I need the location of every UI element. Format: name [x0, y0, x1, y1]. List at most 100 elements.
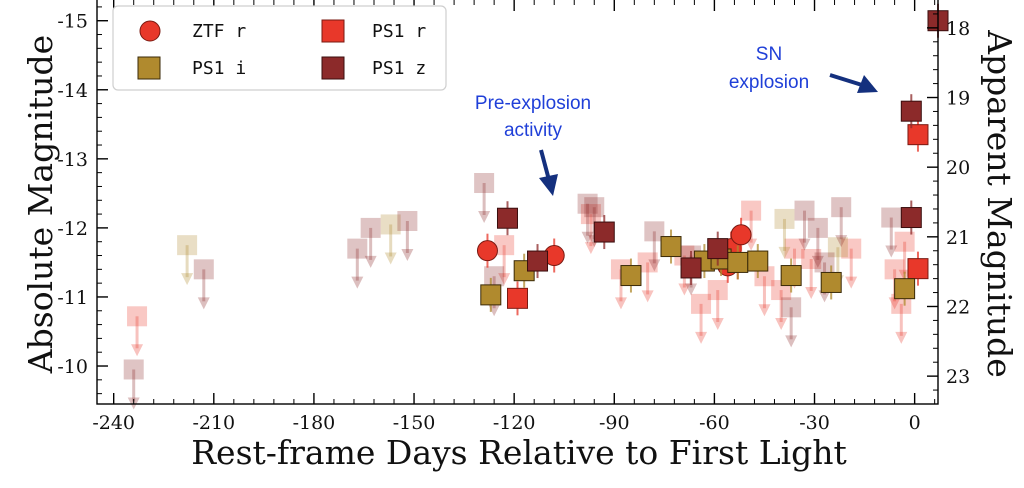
ps1-i-limit-arrowhead: [384, 252, 397, 265]
ps1-z-upper-limit: [123, 359, 144, 380]
ps1-z-upper-limit: [831, 197, 852, 218]
ps1-r-point: [507, 287, 528, 309]
annotation-pre-explosion-arrowhead: [539, 174, 558, 196]
ps1-i-upper-limit: [774, 208, 795, 229]
ps1-i-point: [727, 251, 749, 273]
ps1-z-limit-arrowhead: [351, 276, 364, 289]
x-tick-label: -60: [699, 412, 730, 434]
ps1-i-upper-limit: [380, 214, 401, 235]
ps1-z-limit-arrowhead: [785, 335, 798, 348]
ps1-r-upper-limit: [801, 248, 822, 269]
ps1-z-upper-limit: [881, 207, 902, 228]
ps1-z-limit-arrowhead: [364, 255, 377, 268]
ps1-r-upper-limit: [894, 231, 915, 252]
x-tick-label: -180: [293, 412, 336, 434]
x-tick-label: -90: [599, 412, 630, 434]
y-right-tick-label: 21: [946, 227, 970, 249]
ps1-z-point: [593, 221, 615, 243]
y-right-tick-label: 18: [946, 18, 970, 40]
ps1-i-point: [480, 284, 502, 306]
ps1-r-limit-arrowhead: [895, 331, 908, 344]
ps1-i-point: [660, 236, 682, 258]
y-left-tick-label: -13: [57, 149, 88, 171]
annotation-sn-line1: SN: [756, 44, 782, 65]
ps1-i-limit-arrowhead: [181, 273, 194, 286]
ps1-i-point: [894, 278, 916, 300]
ps1-r-point: [907, 124, 929, 146]
ps1-z-upper-limit: [644, 221, 665, 242]
plot-frame: [96, 0, 939, 405]
annotation-pre-explosion-arrow-shaft: [539, 149, 551, 181]
ps1-r-upper-limit: [884, 259, 905, 280]
legend-box: [112, 5, 447, 91]
ps1-i-point: [820, 271, 842, 293]
y-left-tick-label: -15: [57, 11, 88, 33]
ps1-r-limit-arrowhead: [758, 304, 771, 317]
ps1-z-upper-limit: [193, 259, 214, 280]
ps1-z-limit-arrowhead: [581, 231, 594, 244]
ztf-r-point: [730, 224, 752, 246]
y-right-tick-label: 23: [946, 366, 970, 388]
legend-label-ztf-r: ZTF r: [192, 21, 246, 42]
ps1-r-upper-limit: [580, 204, 601, 225]
axes: -240 -210 -180 -150 -120 -90 -60 -30 0 -10 -11 -12 -…: [57, 0, 970, 434]
x-tick-label: 0: [909, 412, 921, 434]
ps1-z-point: [496, 207, 518, 229]
ps1-z-upper-limit: [474, 173, 495, 194]
legend-label-ps1-z: PS1 z: [372, 58, 426, 79]
ps1-z-point: [680, 257, 702, 279]
y-left-tick-label: -11: [57, 287, 88, 309]
x-tick-label: -240: [92, 412, 135, 434]
ps1-r-point: [907, 258, 929, 280]
ps1-z-point: [900, 100, 922, 122]
ps1-z-limit-arrowhead: [885, 245, 898, 258]
y-right-tick-label: 20: [946, 157, 970, 179]
ps1-z-limit-arrowhead: [835, 235, 848, 248]
ps1-z-upper-limit: [484, 266, 505, 287]
y-axis-title-right: Apparent Magnitude: [980, 29, 1019, 378]
ps1-i-upper-limit: [177, 235, 198, 256]
ps1-r-upper-limit: [637, 252, 658, 273]
y-axis-title-left: Absolute Magnitude: [21, 35, 60, 374]
ps1-r-limit-arrowhead: [888, 297, 901, 310]
ps1-z-upper-limit: [794, 200, 815, 221]
ps1-i-point: [747, 250, 769, 272]
legend-marker-ps1-z: [321, 56, 345, 80]
ps1-r-limit-arrowhead: [614, 297, 627, 310]
ps1-r-limit-arrowhead: [711, 318, 724, 331]
ps1-i-point: [780, 265, 802, 287]
x-tick-label: -150: [393, 412, 436, 434]
ps1-r-upper-limit: [741, 200, 762, 221]
y-right-tick-label: 22: [946, 296, 970, 318]
y-left-tick-label: -14: [57, 80, 88, 102]
legend-label-ps1-i: PS1 i: [192, 58, 246, 79]
x-axis-title: Rest-frame Days Relative to First Light: [191, 433, 847, 472]
ps1-i-limit-arrowhead: [778, 246, 791, 259]
ps1-z-upper-limit: [397, 210, 418, 231]
ps1-z-limit-arrowhead: [811, 255, 824, 268]
ps1-z-limit-arrowhead: [798, 238, 811, 251]
ps1-z-limit-arrowhead: [401, 248, 414, 261]
x-tick-label: -120: [493, 412, 536, 434]
legend: ZTF r PS1 i PS1 r PS1 z: [112, 5, 447, 91]
annotation-sn-arrow-shaft: [829, 73, 863, 87]
ps1-i-point: [620, 265, 642, 287]
ps1-r-limit-arrowhead: [775, 318, 788, 331]
annotation-sn-explosion: SN explosion: [729, 44, 878, 93]
ps1-z-upper-limit: [347, 238, 368, 259]
ps1-r-limit-arrowhead: [131, 344, 144, 357]
ps1-z-upper-limit: [781, 297, 802, 318]
ztf-r-point: [476, 240, 498, 262]
x-tick-label: -210: [192, 412, 235, 434]
annotation-sn-arrowhead: [857, 75, 878, 93]
ps1-r-upper-limit: [784, 238, 805, 259]
ps1-r-limit-arrowhead: [498, 273, 511, 286]
ps1-r-upper-limit: [127, 306, 148, 327]
legend-marker-ps1-r: [321, 19, 345, 43]
ps1-r-limit-arrowhead: [641, 290, 654, 303]
ps1-r-limit-arrowhead: [845, 276, 858, 289]
annotation-pre-explosion: Pre-explosion activity: [475, 93, 591, 196]
ps1-z-limit-arrowhead: [685, 283, 698, 296]
ps1-z-point: [900, 207, 922, 229]
